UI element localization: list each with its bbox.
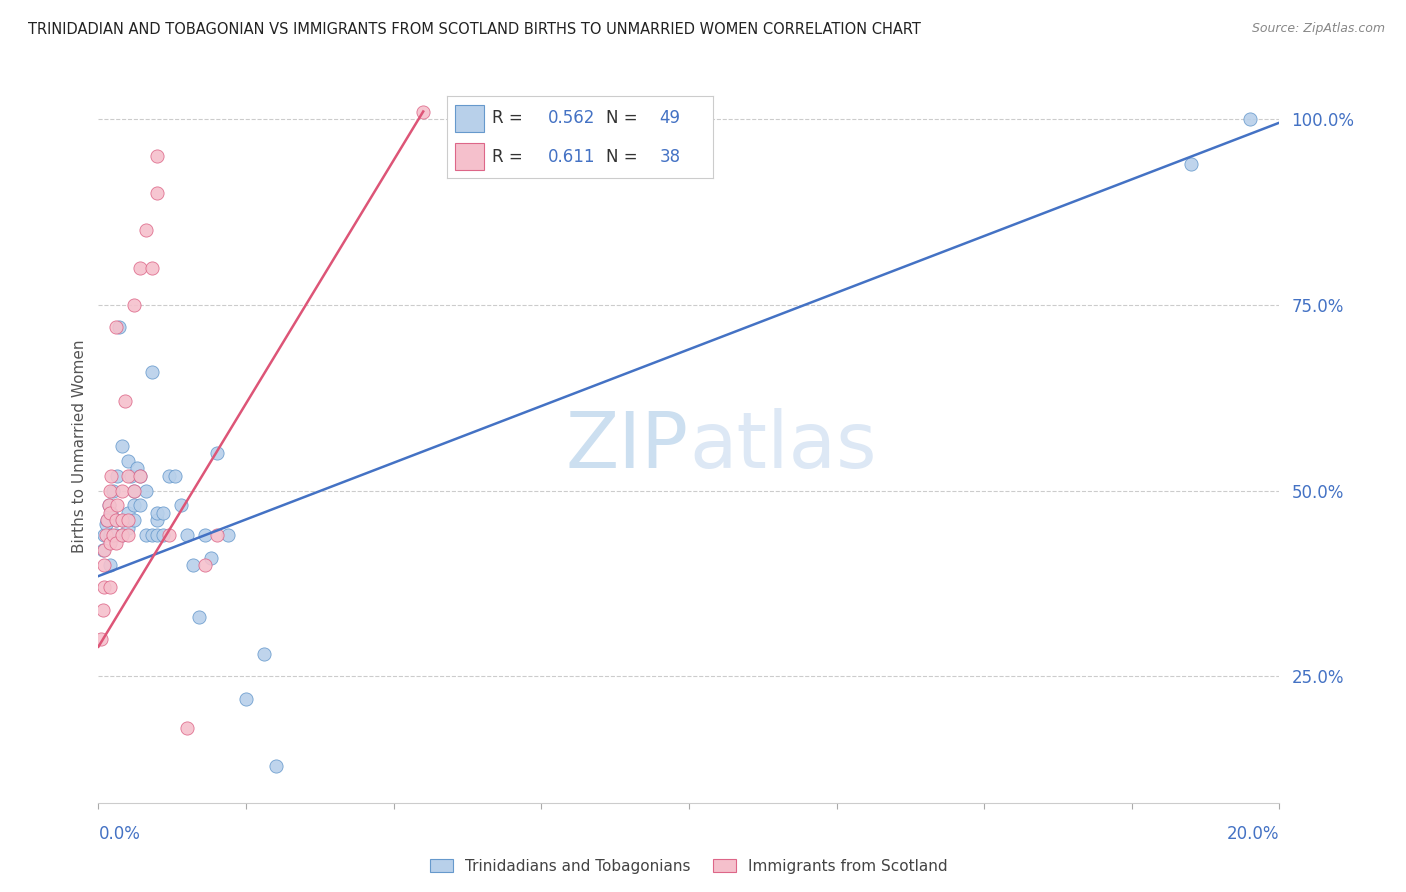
Point [146, 528, 169, 542]
Point [146, 186, 169, 201]
Point [93, 528, 115, 542]
Point [105, 320, 128, 334]
Point [111, 528, 134, 542]
Point [194, 558, 217, 572]
Point [1180, 156, 1202, 170]
Point [122, 483, 145, 498]
Point [128, 499, 150, 513]
Point [205, 446, 228, 460]
Point [98, 506, 121, 520]
Point [122, 483, 145, 498]
Point [93, 558, 115, 572]
Point [152, 506, 174, 520]
Point [98, 499, 121, 513]
Point [200, 550, 222, 565]
Point [117, 513, 139, 527]
Text: ZIP: ZIP [567, 408, 689, 484]
Point [93, 580, 115, 594]
Point [217, 528, 239, 542]
Point [103, 483, 125, 498]
Point [122, 499, 145, 513]
Text: Source: ZipAtlas.com: Source: ZipAtlas.com [1251, 22, 1385, 36]
Point [100, 506, 122, 520]
Point [117, 528, 139, 542]
Point [128, 260, 150, 275]
Point [96, 513, 118, 527]
Point [122, 513, 145, 527]
Point [100, 468, 122, 483]
Point [105, 468, 128, 483]
Point [253, 647, 276, 661]
Point [146, 513, 169, 527]
Point [105, 513, 128, 527]
Point [91, 543, 114, 558]
Point [141, 260, 163, 275]
Point [176, 528, 198, 542]
Point [98, 528, 121, 542]
Point [128, 468, 150, 483]
Point [105, 535, 128, 549]
Point [157, 528, 180, 542]
Y-axis label: Births to Unmarried Women: Births to Unmarried Women [72, 339, 87, 553]
Point [117, 506, 139, 520]
Point [108, 320, 131, 334]
Point [93, 543, 115, 558]
Text: atlas: atlas [689, 408, 876, 484]
Point [111, 439, 134, 453]
Point [135, 223, 157, 237]
Point [264, 758, 287, 772]
Point [194, 528, 217, 542]
Point [90, 632, 112, 647]
Point [141, 528, 163, 542]
Point [235, 691, 257, 706]
Point [135, 483, 157, 498]
Point [103, 528, 125, 542]
Point [176, 722, 198, 736]
Point [96, 513, 118, 527]
Text: TRINIDADIAN AND TOBAGONIAN VS IMMIGRANTS FROM SCOTLAND BIRTHS TO UNMARRIED WOMEN: TRINIDADIAN AND TOBAGONIAN VS IMMIGRANTS… [28, 22, 921, 37]
Point [205, 528, 228, 542]
Point [170, 499, 193, 513]
Point [412, 104, 434, 119]
Text: 20.0%: 20.0% [1227, 825, 1279, 843]
Point [117, 468, 139, 483]
Point [98, 535, 121, 549]
Point [117, 454, 139, 468]
Point [111, 483, 134, 498]
Legend: Trinidadians and Tobagonians, Immigrants from Scotland: Trinidadians and Tobagonians, Immigrants… [423, 853, 955, 880]
Point [165, 468, 187, 483]
Point [94, 528, 117, 542]
Point [187, 610, 209, 624]
Point [98, 483, 121, 498]
Point [98, 499, 121, 513]
Point [105, 513, 128, 527]
Point [146, 506, 169, 520]
Point [1239, 112, 1261, 126]
Point [111, 528, 134, 542]
Point [111, 513, 134, 527]
Point [152, 528, 174, 542]
Point [91, 602, 114, 616]
Text: 0.0%: 0.0% [98, 825, 141, 843]
Point [128, 468, 150, 483]
Point [141, 365, 163, 379]
Point [94, 517, 117, 532]
Point [114, 394, 136, 409]
Point [105, 499, 128, 513]
Point [135, 528, 157, 542]
Point [105, 528, 128, 542]
Point [122, 298, 145, 312]
Point [98, 558, 121, 572]
Point [98, 580, 121, 594]
Point [146, 149, 169, 163]
Point [117, 521, 139, 535]
Point [120, 468, 142, 483]
Point [157, 468, 180, 483]
Point [181, 558, 204, 572]
Point [125, 461, 148, 475]
